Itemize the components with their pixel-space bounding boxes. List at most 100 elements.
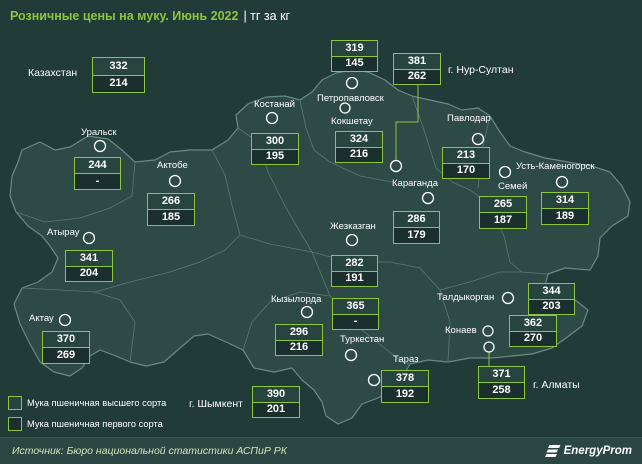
region-label-petropavlovsk: Петропавловск [317, 93, 384, 104]
city-marker-icon [367, 373, 381, 387]
first-grade-price: 185 [148, 209, 194, 225]
city-marker-icon [344, 348, 358, 362]
city-marker-icon [498, 165, 512, 179]
city-marker-icon [421, 191, 435, 205]
region-label-konaev: Конаев [445, 325, 477, 336]
premium-price: 370 [43, 332, 89, 347]
first-grade-price: 187 [480, 212, 526, 228]
first-grade-price: 204 [66, 265, 112, 281]
premium-price: 365 [333, 299, 378, 314]
footer-bar: Источник: Бюро национальной статистики А… [0, 437, 642, 464]
price-box-ust-kamenogorsk: 314 189 [541, 192, 589, 225]
brand-name: EnergyProm [563, 445, 632, 457]
legend-swatch-first-grade [8, 417, 22, 431]
premium-price: 362 [510, 316, 556, 331]
premium-price: 319 [332, 41, 377, 56]
price-box-almaty: 371 258 [478, 366, 525, 399]
price-box-nur-sultan: 381 262 [393, 53, 441, 85]
region-label-ust-kamenogorsk: Усть-Каменогорск [516, 161, 595, 172]
price-box-karaganda: 286 179 [393, 211, 440, 244]
premium-price: 265 [480, 197, 526, 212]
city-marker-icon [93, 139, 107, 153]
region-label-zhezkazgan: Жезказган [330, 221, 376, 232]
city-marker-icon [58, 313, 72, 327]
premium-price: 381 [394, 54, 440, 69]
premium-price: 344 [529, 284, 574, 299]
price-box-petropavlovsk: 319 145 [331, 40, 378, 72]
premium-price: 332 [93, 58, 144, 75]
price-box-kokshetau: 324 216 [335, 131, 383, 163]
first-grade-price: 145 [332, 55, 377, 71]
legend-item-first-grade: Мука пшеничная первого сорта [8, 417, 163, 431]
price-box-kyzylorda: 296 216 [275, 324, 323, 356]
first-grade-price: 189 [542, 208, 588, 224]
first-grade-price: 262 [394, 68, 440, 84]
legend-item-premium: Мука пшеничная высшего сорта [8, 396, 166, 410]
first-grade-price: 258 [479, 382, 524, 398]
first-grade-price: 214 [93, 74, 144, 92]
brand-logo: EnergyProm [544, 443, 632, 459]
premium-price: 282 [332, 256, 377, 271]
region-label-almaty: г. Алматы [533, 379, 580, 391]
price-box-aktau: 370 269 [42, 331, 90, 364]
price-box-atyrau: 341 204 [65, 250, 113, 282]
region-label-kokshetau: Кокшетау [331, 116, 373, 127]
region-label-kostanay: Костанай [254, 99, 295, 110]
title-main: Розничные цены на муку. Июнь 2022 [10, 9, 239, 23]
city-marker-icon [339, 102, 351, 114]
price-box-shymkent: 390 201 [252, 386, 300, 418]
region-label-aktobe: Актобе [157, 160, 188, 171]
premium-price: 314 [542, 193, 588, 208]
kazakhstan-outline [9, 69, 631, 425]
city-marker-icon [389, 159, 403, 173]
city-marker-icon [82, 231, 96, 245]
price-box-konaev: 362 270 [509, 315, 557, 347]
region-label-turkestan: Туркестан [340, 334, 385, 345]
region-label-uralsk: Уральск [81, 127, 117, 138]
premium-price: 371 [479, 367, 524, 382]
region-label-semey: Семей [498, 181, 528, 192]
title-unit: | тг за кг [243, 9, 291, 23]
city-marker-icon [265, 111, 279, 125]
region-label-pavlodar: Павлодар [447, 113, 491, 124]
first-grade-price: 216 [336, 146, 382, 162]
page-title: Розничные цены на муку. Июнь 2022 | тг за… [10, 9, 290, 24]
city-marker-icon [300, 305, 314, 319]
first-grade-price: 216 [276, 339, 322, 355]
price-box-zhezkazgan: 282 191 [331, 255, 378, 287]
price-box-taraz: 378 192 [381, 370, 429, 403]
first-grade-price: 203 [529, 298, 574, 314]
premium-price: 378 [382, 371, 428, 386]
first-grade-price: 269 [43, 347, 89, 363]
price-box-aktobe: 266 185 [147, 193, 195, 226]
first-grade-price: 191 [332, 270, 377, 286]
premium-price: 213 [443, 148, 489, 163]
first-grade-price: - [333, 313, 378, 329]
city-marker-icon [501, 291, 515, 305]
city-marker-icon [168, 174, 182, 188]
first-grade-price: 170 [443, 162, 489, 178]
region-label-kyzylorda: Кызылорда [271, 294, 322, 305]
city-marker-icon [482, 325, 494, 337]
price-box-turkestan: 365 - [332, 298, 379, 330]
premium-price: 390 [253, 387, 299, 402]
city-marker-icon [483, 341, 495, 353]
first-grade-price: 179 [394, 227, 439, 243]
premium-price: 341 [66, 251, 112, 266]
nur-sultan-leader-line [395, 85, 419, 160]
price-box-uralsk: 244 - [74, 157, 121, 190]
first-grade-price: - [75, 173, 120, 189]
premium-price: 300 [252, 134, 298, 149]
region-label-taldykorgan: Талдыкорган [437, 292, 495, 303]
price-box-semey: 265 187 [479, 196, 527, 229]
legend-swatch-premium [8, 396, 22, 410]
premium-price: 244 [75, 158, 120, 173]
region-label-kazakhstan: Казахстан [28, 67, 78, 79]
premium-price: 296 [276, 325, 322, 340]
legend-label-first-grade: Мука пшеничная первого сорта [27, 419, 163, 429]
region-label-karaganda: Караганда [392, 178, 438, 189]
price-box-kostanay: 300 195 [251, 133, 299, 165]
premium-price: 286 [394, 212, 439, 227]
first-grade-price: 195 [252, 148, 298, 164]
